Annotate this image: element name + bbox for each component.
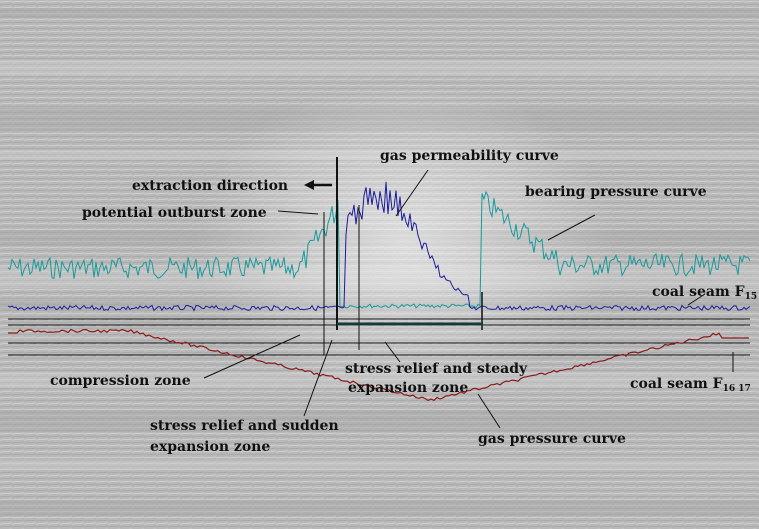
coal-seam-bottom-subscript: 16 17: [723, 384, 751, 394]
bearing-pressure-label: bearing pressure curve: [525, 184, 707, 200]
coal-seam-top-label: coal seam F15: [652, 284, 757, 302]
coal-seam-bottom-text: coal seam F: [630, 376, 723, 392]
gas-permeability-label: gas permeability curve: [380, 148, 559, 164]
extraction-direction-label: extraction direction: [132, 178, 288, 194]
compression-zone-label: compression zone: [50, 373, 191, 389]
steady-zone-label-2: expansion zone: [348, 380, 468, 396]
leader-outburst: [277, 210, 319, 215]
leader-compression: [203, 334, 301, 379]
coal-seam-top-text: coal seam F: [652, 284, 745, 300]
gas-pressure-curve: [8, 328, 749, 402]
leader-sudden: [303, 339, 333, 417]
leader-steady: [384, 341, 401, 363]
leader-gas-pressure: [477, 393, 501, 429]
steady-zone-label-1: stress relief and steady: [345, 361, 528, 377]
bearing-pressure-curve: [7, 190, 751, 309]
leader-coal-seam-top: [687, 293, 706, 306]
gas-pressure-label: gas pressure curve: [478, 431, 626, 447]
leader-permeability: [395, 169, 429, 217]
sudden-zone-label-2: expansion zone: [150, 439, 270, 455]
zone-markers: [323, 157, 483, 355]
sudden-zone-label-1: stress relief and sudden: [150, 418, 339, 434]
leader-bearing: [547, 214, 596, 241]
coal-seam-bottom-label: coal seam F16 17: [630, 376, 751, 394]
leader-lines: [203, 169, 734, 429]
arrow-left-icon: [304, 180, 314, 190]
coal-seam-top-subscript: 15: [745, 292, 758, 302]
extraction-direction-arrow: [304, 180, 332, 190]
potential-outburst-label: potential outburst zone: [82, 205, 267, 221]
gas-permeability-curve: [7, 181, 751, 312]
central-glow: [195, 80, 615, 400]
